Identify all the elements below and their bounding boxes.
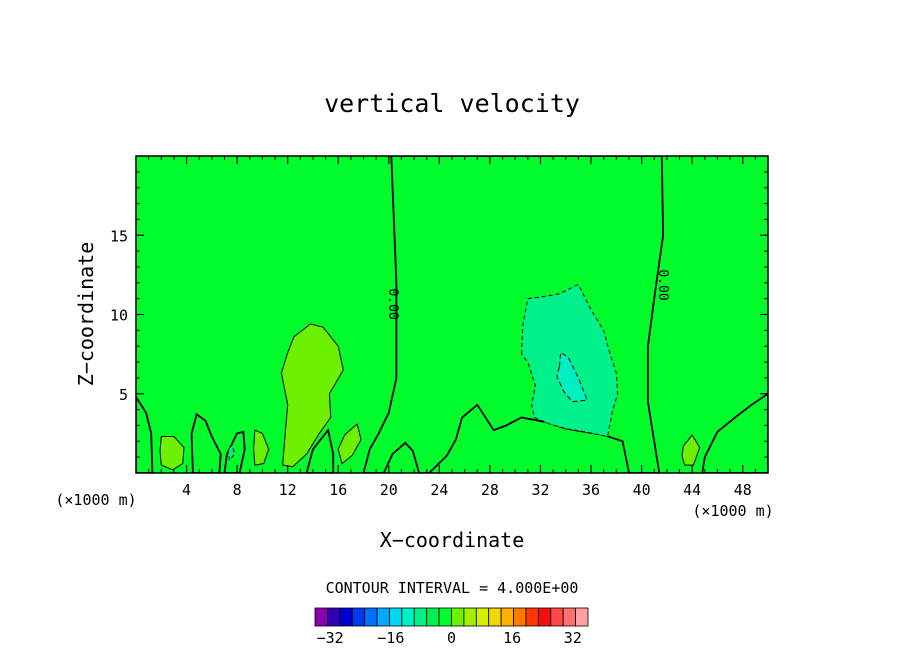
colorbar-swatch (314, 607, 328, 627)
colorbar-swatch (500, 607, 514, 627)
x-tick-label: 40 (633, 481, 651, 499)
x-tick-label: 28 (481, 481, 499, 499)
x-tick-label: 44 (683, 481, 701, 499)
colorbar-swatch (339, 607, 353, 627)
contour-region (136, 395, 154, 473)
colorbar-swatch (475, 607, 490, 627)
chart-title: vertical velocity (324, 89, 580, 118)
colorbar-swatch (537, 607, 552, 627)
contour-region (701, 392, 768, 473)
contour-label-1: 0.00 (385, 288, 400, 319)
x-tick-label: 32 (531, 481, 549, 499)
colorbar-swatch (550, 607, 564, 627)
x-unit-right: (×1000 m) (692, 502, 773, 520)
contour-region (305, 428, 335, 473)
contour-region (556, 351, 588, 403)
colorbar-swatch (351, 607, 366, 627)
colorbar-tick-label: −16 (377, 629, 404, 647)
contour-regions (136, 156, 768, 473)
colorbar (314, 607, 589, 627)
colorbar-swatch (376, 607, 390, 627)
x-tick-label: 12 (279, 481, 297, 499)
colorbar-swatch (451, 607, 465, 627)
colorbar-swatch (562, 607, 576, 627)
colorbar-swatch (426, 607, 440, 627)
colorbar-swatch (463, 607, 477, 627)
colorbar-labels: −32 −16 0 16 32 (317, 629, 582, 647)
contour-interval-text: CONTOUR INTERVAL = 4.000E+00 (326, 579, 579, 597)
colorbar-swatch (438, 607, 452, 627)
colorbar-tick-label: 32 (564, 629, 582, 647)
contour-region (280, 323, 344, 468)
colorbar-swatch (327, 607, 341, 627)
contour-region (227, 443, 236, 462)
x-unit-left: (×1000 m) (55, 491, 136, 509)
contour-region (681, 434, 701, 466)
y-axis-label: Z−coordinate (74, 242, 98, 387)
colorbar-swatch (525, 607, 539, 627)
colorbar-swatch (575, 607, 589, 627)
colorbar-swatch (513, 607, 527, 627)
contour-region (190, 412, 222, 473)
x-tick-label: 8 (233, 481, 242, 499)
colorbar-swatch (488, 607, 502, 627)
x-tick-label: 4 (182, 481, 191, 499)
x-axis: 4 8 12 16 20 24 28 32 36 40 44 48 (148, 156, 756, 499)
x-axis-label: X−coordinate (380, 528, 525, 552)
contour-region (223, 430, 246, 473)
colorbar-tick-label: 0 (447, 629, 456, 647)
y-tick-label: 10 (110, 307, 128, 325)
y-tick-label: 5 (119, 386, 128, 404)
colorbar-swatch (389, 607, 403, 627)
y-axis: 5 10 15 (110, 171, 768, 458)
x-tick-label: 24 (430, 481, 448, 499)
colorbar-tick-label: −32 (317, 629, 344, 647)
x-tick-label: 20 (380, 481, 398, 499)
colorbar-swatch (413, 607, 428, 627)
colorbar-swatch (364, 607, 378, 627)
x-tick-label: 48 (734, 481, 752, 499)
contour-region (159, 436, 185, 471)
colorbar-swatch (401, 607, 415, 627)
x-tick-label: 36 (582, 481, 600, 499)
colorbar-tick-label: 16 (503, 629, 521, 647)
contour-label-2: 0.00 (655, 269, 670, 300)
contour-region (253, 429, 270, 466)
y-tick-label: 15 (110, 227, 128, 245)
contour-region (337, 422, 362, 465)
x-tick-label: 16 (329, 481, 347, 499)
